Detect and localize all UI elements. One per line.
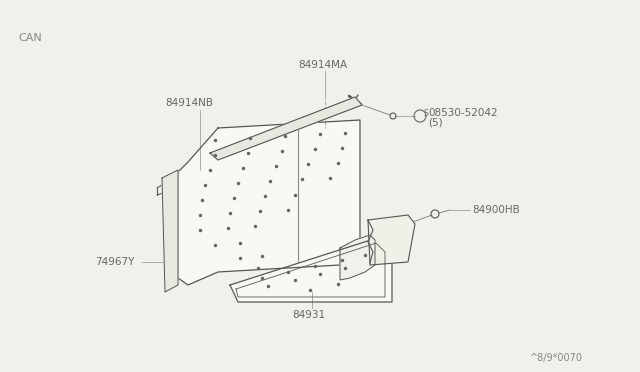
Text: 84900HB: 84900HB [472, 205, 520, 215]
Text: CAN: CAN [18, 33, 42, 43]
Text: S: S [424, 109, 428, 118]
Text: 84914MA: 84914MA [298, 60, 347, 70]
Polygon shape [340, 235, 375, 280]
Polygon shape [368, 215, 415, 265]
Polygon shape [210, 97, 362, 160]
Text: ^8/9*0070: ^8/9*0070 [530, 353, 583, 363]
Polygon shape [178, 120, 360, 285]
Polygon shape [162, 170, 178, 292]
Polygon shape [230, 237, 392, 302]
Text: 84914NB: 84914NB [165, 98, 213, 108]
Text: 84931: 84931 [292, 310, 325, 320]
Text: 74967Y: 74967Y [95, 257, 134, 267]
Text: 08530-52042: 08530-52042 [428, 108, 498, 118]
Text: (5): (5) [428, 117, 443, 127]
